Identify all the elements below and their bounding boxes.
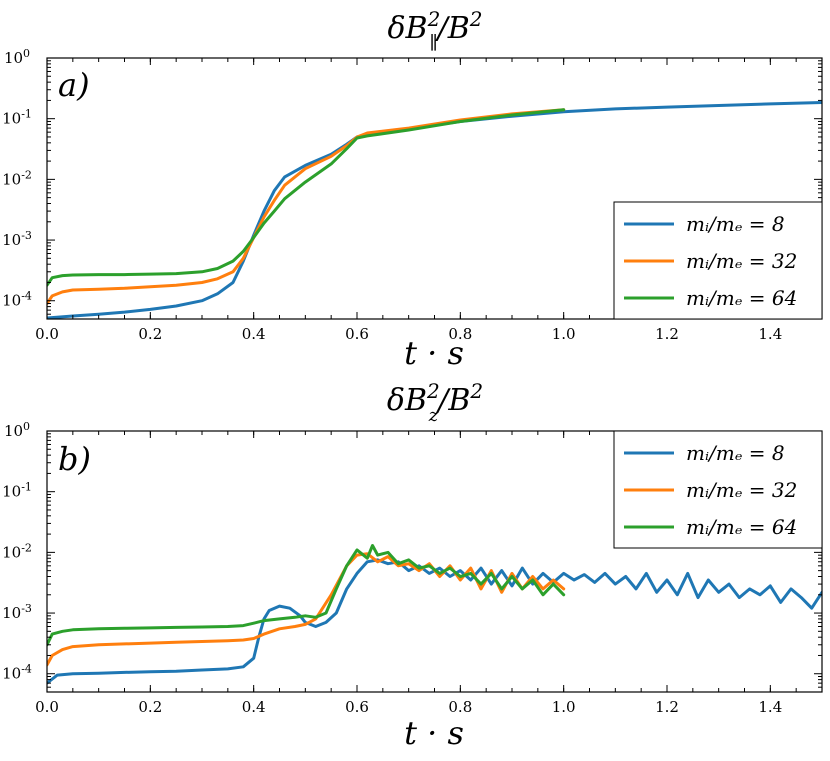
panel-b-label: b): [58, 440, 91, 478]
x-tick-label: 0.6: [345, 698, 369, 716]
panel-a-x-label: t · s: [404, 334, 464, 372]
x-tick-label: 0.4: [242, 325, 266, 343]
legend-label: mᵢ/mₑ = 32: [686, 249, 797, 273]
x-tick-label: 0.0: [35, 325, 59, 343]
y-tick-label: 10-1: [2, 480, 32, 501]
x-tick-label: 0.4: [242, 698, 266, 716]
legend-label: mᵢ/mₑ = 32: [686, 478, 797, 502]
series-line-1: [47, 558, 822, 685]
series-line-2: [47, 552, 566, 667]
y-tick-label: 10-2: [2, 168, 32, 189]
x-tick-label: 1.0: [552, 325, 576, 343]
legend-label: mᵢ/mₑ = 8: [686, 212, 785, 236]
y-tick-label: 10-3: [2, 602, 32, 623]
legend-label: mᵢ/mₑ = 64: [686, 515, 797, 539]
x-tick-label: 1.4: [758, 325, 782, 343]
x-tick-label: 1.0: [552, 698, 576, 716]
panel-b-legend: mᵢ/mₑ = 8 mᵢ/mₑ = 32 mᵢ/mₑ = 64: [613, 430, 823, 549]
panel-b-x-label: t · s: [404, 714, 464, 752]
panel-a-x-ticks: 0.0 0.2 0.4 0.6 0.8 1.0 1.2 1.4: [35, 58, 823, 343]
y-tick-label: 100: [4, 420, 30, 441]
panel-a-legend: mᵢ/mₑ = 8 mᵢ/mₑ = 32 mᵢ/mₑ = 64: [613, 201, 823, 320]
panel-a: δB2 ∥/B2 a) 0.0 0.2 0.4 0.6 0.8 1.0 1.2 1.4 100 1…: [2, 7, 823, 372]
panel-b-title: δB2 z/B2: [387, 379, 483, 426]
panel-b: δB2 z/B2 b) 0.0 0.2 0.4 0.6 0.8 1.0 1.2 1.4 1001…: [2, 379, 823, 752]
x-tick-label: 1.2: [655, 325, 679, 343]
panel-b-y-ticks: 100 10-1 10-2 10-3 10-4: [2, 420, 822, 693]
y-tick-label: 100: [4, 47, 30, 68]
series-line-1: [47, 101, 822, 319]
panel-a-label: a): [58, 66, 90, 104]
x-tick-label: 1.2: [655, 698, 679, 716]
x-tick-label: 0.6: [345, 325, 369, 343]
x-tick-label: 1.4: [758, 698, 782, 716]
y-tick-label: 10-4: [2, 662, 32, 683]
panel-b-plot-area: [47, 544, 822, 685]
series-line-3: [47, 544, 566, 647]
panel-b-x-ticks: 0.0 0.2 0.4 0.6 0.8 1.0 1.2 1.4: [35, 431, 823, 716]
panel-a-plot-area: [47, 101, 822, 319]
x-tick-label: 0.8: [448, 698, 472, 716]
y-tick-label: 10-3: [2, 229, 32, 250]
legend-label: mᵢ/mₑ = 64: [686, 286, 797, 310]
legend-label: mᵢ/mₑ = 8: [686, 441, 785, 465]
x-tick-label: 0.2: [138, 698, 162, 716]
panel-a-title: δB2 ∥/B2: [387, 7, 482, 54]
y-tick-label: 10-2: [2, 541, 32, 562]
x-tick-label: 0.2: [138, 325, 162, 343]
y-tick-label: 10-4: [2, 289, 32, 310]
x-tick-label: 0.0: [35, 698, 59, 716]
x-tick-label: 0.8: [448, 325, 472, 343]
series-line-3: [47, 108, 566, 287]
y-tick-label: 10-1: [2, 107, 32, 128]
